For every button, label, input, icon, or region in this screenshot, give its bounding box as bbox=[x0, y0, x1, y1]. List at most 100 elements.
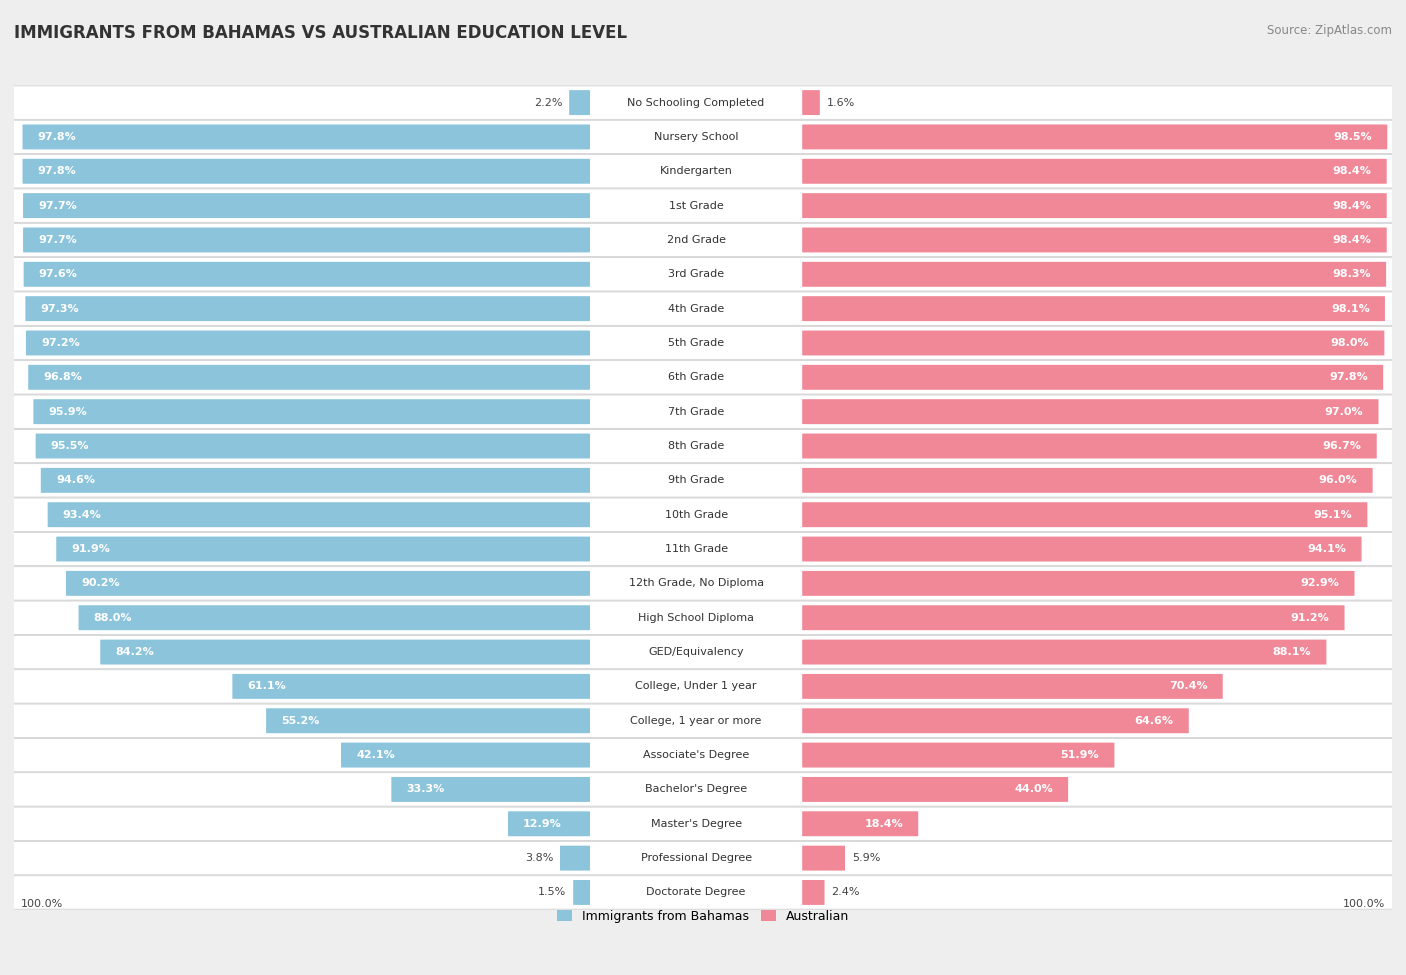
FancyBboxPatch shape bbox=[10, 120, 1396, 154]
Text: 98.4%: 98.4% bbox=[1333, 235, 1371, 245]
Text: IMMIGRANTS FROM BAHAMAS VS AUSTRALIAN EDUCATION LEVEL: IMMIGRANTS FROM BAHAMAS VS AUSTRALIAN ED… bbox=[14, 24, 627, 42]
Text: 100.0%: 100.0% bbox=[21, 900, 63, 910]
Text: High School Diploma: High School Diploma bbox=[638, 612, 754, 623]
FancyBboxPatch shape bbox=[10, 876, 1396, 909]
Text: Professional Degree: Professional Degree bbox=[641, 853, 752, 863]
Text: 42.1%: 42.1% bbox=[356, 750, 395, 760]
Text: 96.0%: 96.0% bbox=[1319, 476, 1358, 486]
Text: 97.0%: 97.0% bbox=[1324, 407, 1364, 416]
FancyBboxPatch shape bbox=[266, 708, 591, 733]
FancyBboxPatch shape bbox=[560, 845, 591, 871]
Text: 98.3%: 98.3% bbox=[1333, 269, 1371, 279]
FancyBboxPatch shape bbox=[803, 262, 1386, 287]
Text: 97.8%: 97.8% bbox=[38, 132, 76, 142]
Text: 8th Grade: 8th Grade bbox=[668, 441, 724, 451]
Text: 12.9%: 12.9% bbox=[523, 819, 562, 829]
FancyBboxPatch shape bbox=[10, 636, 1396, 669]
Text: 55.2%: 55.2% bbox=[281, 716, 319, 725]
Text: 97.7%: 97.7% bbox=[38, 235, 77, 245]
Text: 3.8%: 3.8% bbox=[524, 853, 553, 863]
FancyBboxPatch shape bbox=[803, 777, 1069, 801]
Text: 18.4%: 18.4% bbox=[865, 819, 903, 829]
FancyBboxPatch shape bbox=[10, 155, 1396, 188]
FancyBboxPatch shape bbox=[34, 399, 591, 424]
Text: 1.5%: 1.5% bbox=[538, 887, 567, 897]
Text: 1st Grade: 1st Grade bbox=[669, 201, 724, 211]
FancyBboxPatch shape bbox=[232, 674, 591, 699]
FancyBboxPatch shape bbox=[10, 361, 1396, 394]
FancyBboxPatch shape bbox=[803, 159, 1386, 183]
FancyBboxPatch shape bbox=[803, 227, 1386, 253]
Text: 88.0%: 88.0% bbox=[94, 612, 132, 623]
FancyBboxPatch shape bbox=[803, 365, 1384, 390]
FancyBboxPatch shape bbox=[10, 773, 1396, 806]
Text: 5.9%: 5.9% bbox=[852, 853, 880, 863]
FancyBboxPatch shape bbox=[803, 502, 1368, 527]
Text: 98.4%: 98.4% bbox=[1333, 167, 1371, 176]
FancyBboxPatch shape bbox=[100, 640, 591, 665]
FancyBboxPatch shape bbox=[10, 429, 1396, 463]
Text: 91.2%: 91.2% bbox=[1291, 612, 1330, 623]
Text: College, 1 year or more: College, 1 year or more bbox=[630, 716, 762, 725]
FancyBboxPatch shape bbox=[10, 670, 1396, 703]
Text: 70.4%: 70.4% bbox=[1168, 682, 1208, 691]
FancyBboxPatch shape bbox=[10, 223, 1396, 256]
FancyBboxPatch shape bbox=[10, 601, 1396, 635]
Text: 95.1%: 95.1% bbox=[1313, 510, 1353, 520]
Text: 98.0%: 98.0% bbox=[1330, 338, 1369, 348]
FancyBboxPatch shape bbox=[41, 468, 591, 492]
FancyBboxPatch shape bbox=[22, 159, 591, 183]
Text: 97.2%: 97.2% bbox=[41, 338, 80, 348]
FancyBboxPatch shape bbox=[56, 536, 591, 562]
FancyBboxPatch shape bbox=[803, 605, 1344, 630]
FancyBboxPatch shape bbox=[25, 296, 591, 321]
Text: 12th Grade, No Diploma: 12th Grade, No Diploma bbox=[628, 578, 763, 588]
Text: 61.1%: 61.1% bbox=[247, 682, 287, 691]
FancyBboxPatch shape bbox=[10, 841, 1396, 875]
FancyBboxPatch shape bbox=[35, 434, 591, 458]
FancyBboxPatch shape bbox=[28, 365, 591, 390]
Text: Doctorate Degree: Doctorate Degree bbox=[647, 887, 745, 897]
FancyBboxPatch shape bbox=[10, 532, 1396, 566]
Text: 4th Grade: 4th Grade bbox=[668, 303, 724, 314]
Text: 98.1%: 98.1% bbox=[1331, 303, 1369, 314]
FancyBboxPatch shape bbox=[803, 296, 1385, 321]
FancyBboxPatch shape bbox=[803, 743, 1115, 767]
FancyBboxPatch shape bbox=[342, 743, 591, 767]
FancyBboxPatch shape bbox=[10, 257, 1396, 291]
Text: 88.1%: 88.1% bbox=[1272, 647, 1312, 657]
Text: Associate's Degree: Associate's Degree bbox=[643, 750, 749, 760]
Text: 2.2%: 2.2% bbox=[534, 98, 562, 107]
Text: 5th Grade: 5th Grade bbox=[668, 338, 724, 348]
FancyBboxPatch shape bbox=[10, 807, 1396, 840]
Text: 97.7%: 97.7% bbox=[38, 201, 77, 211]
FancyBboxPatch shape bbox=[10, 86, 1396, 119]
FancyBboxPatch shape bbox=[10, 327, 1396, 360]
Legend: Immigrants from Bahamas, Australian: Immigrants from Bahamas, Australian bbox=[551, 905, 855, 928]
FancyBboxPatch shape bbox=[803, 434, 1376, 458]
Text: 7th Grade: 7th Grade bbox=[668, 407, 724, 416]
Text: 2.4%: 2.4% bbox=[831, 887, 860, 897]
FancyBboxPatch shape bbox=[10, 292, 1396, 326]
Text: College, Under 1 year: College, Under 1 year bbox=[636, 682, 756, 691]
FancyBboxPatch shape bbox=[10, 704, 1396, 737]
FancyBboxPatch shape bbox=[803, 571, 1354, 596]
FancyBboxPatch shape bbox=[10, 189, 1396, 222]
Text: 90.2%: 90.2% bbox=[82, 578, 120, 588]
FancyBboxPatch shape bbox=[10, 738, 1396, 772]
FancyBboxPatch shape bbox=[22, 227, 591, 253]
Text: 96.8%: 96.8% bbox=[44, 372, 83, 382]
FancyBboxPatch shape bbox=[79, 605, 591, 630]
Text: 2nd Grade: 2nd Grade bbox=[666, 235, 725, 245]
FancyBboxPatch shape bbox=[66, 571, 591, 596]
Text: 100.0%: 100.0% bbox=[1343, 900, 1385, 910]
FancyBboxPatch shape bbox=[24, 262, 591, 287]
Text: No Schooling Completed: No Schooling Completed bbox=[627, 98, 765, 107]
FancyBboxPatch shape bbox=[22, 125, 591, 149]
Text: 96.7%: 96.7% bbox=[1323, 441, 1361, 451]
FancyBboxPatch shape bbox=[803, 845, 845, 871]
FancyBboxPatch shape bbox=[803, 708, 1188, 733]
FancyBboxPatch shape bbox=[803, 640, 1326, 665]
FancyBboxPatch shape bbox=[508, 811, 591, 837]
FancyBboxPatch shape bbox=[803, 90, 820, 115]
